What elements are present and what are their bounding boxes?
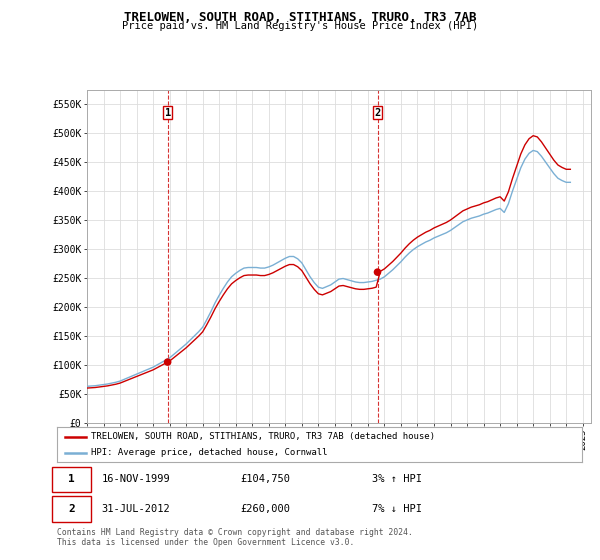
Text: TRELOWEN, SOUTH ROAD, STITHIANS, TRURO, TR3 7AB: TRELOWEN, SOUTH ROAD, STITHIANS, TRURO, … bbox=[124, 11, 476, 24]
FancyBboxPatch shape bbox=[52, 466, 91, 492]
Text: Contains HM Land Registry data © Crown copyright and database right 2024.
This d: Contains HM Land Registry data © Crown c… bbox=[57, 528, 413, 547]
Text: 1: 1 bbox=[68, 474, 75, 484]
Text: HPI: Average price, detached house, Cornwall: HPI: Average price, detached house, Corn… bbox=[91, 448, 328, 457]
Text: 3% ↑ HPI: 3% ↑ HPI bbox=[372, 474, 422, 484]
Text: 7% ↓ HPI: 7% ↓ HPI bbox=[372, 503, 422, 514]
Point bbox=[163, 358, 172, 367]
Text: TRELOWEN, SOUTH ROAD, STITHIANS, TRURO, TR3 7AB (detached house): TRELOWEN, SOUTH ROAD, STITHIANS, TRURO, … bbox=[91, 432, 435, 441]
Text: 31-JUL-2012: 31-JUL-2012 bbox=[101, 503, 170, 514]
Point bbox=[373, 268, 382, 277]
Text: 2: 2 bbox=[374, 108, 380, 118]
FancyBboxPatch shape bbox=[52, 496, 91, 522]
Text: 2: 2 bbox=[68, 503, 75, 514]
Text: £104,750: £104,750 bbox=[241, 474, 291, 484]
Text: Price paid vs. HM Land Registry's House Price Index (HPI): Price paid vs. HM Land Registry's House … bbox=[122, 21, 478, 31]
Text: £260,000: £260,000 bbox=[241, 503, 291, 514]
Text: 16-NOV-1999: 16-NOV-1999 bbox=[101, 474, 170, 484]
Text: 1: 1 bbox=[164, 108, 171, 118]
